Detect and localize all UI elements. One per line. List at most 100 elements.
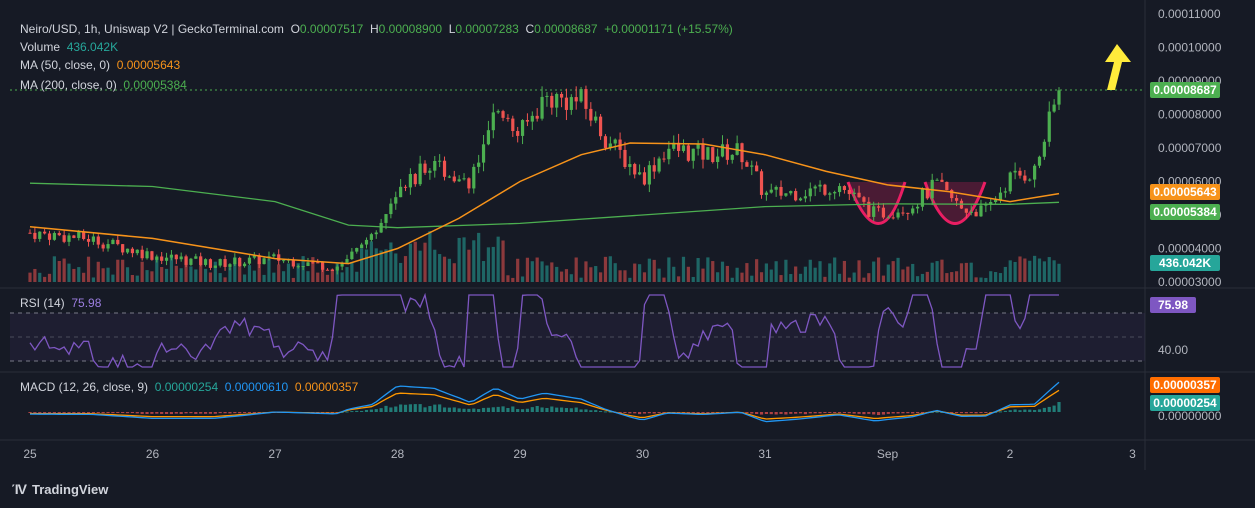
candle-body — [681, 145, 686, 151]
macd-hist-bar — [169, 412, 174, 415]
candle-body — [77, 231, 81, 238]
ma200-legend[interactable]: MA (200, close, 0) 0.00005384 — [20, 78, 187, 92]
candle-body — [686, 145, 690, 161]
macd-hist-bar — [121, 412, 125, 413]
ma50-legend[interactable]: MA (50, close, 0) 0.00005643 — [20, 58, 180, 72]
volume-bars — [28, 231, 1061, 282]
candle-body — [394, 197, 398, 204]
macd-hist-bar — [360, 410, 364, 412]
candle-body — [238, 257, 242, 267]
volume-legend[interactable]: Volume 436.042K — [20, 40, 118, 54]
volume-bar — [633, 263, 637, 282]
candle-body — [725, 144, 729, 160]
macd-hist-bar — [52, 412, 56, 413]
macd-hist-bar — [647, 412, 651, 414]
candle-body — [755, 165, 759, 172]
candle-body — [316, 262, 320, 264]
candle-body — [169, 254, 174, 258]
macd-hist-bar — [798, 412, 803, 414]
macd-signal-badge: 0.00000357 — [1150, 377, 1220, 393]
candle-body — [818, 184, 822, 187]
macd-hist-bar — [598, 410, 603, 412]
volume-bar — [291, 277, 295, 282]
volume-bar — [384, 249, 388, 282]
candle-body — [579, 89, 583, 102]
ma50-badge: 0.00005643 — [1150, 184, 1220, 200]
candle-body — [964, 208, 968, 213]
time-tick-label: 26 — [146, 447, 160, 461]
volume-bar — [720, 261, 725, 282]
volume-bar — [681, 256, 686, 282]
volume-bar — [501, 240, 505, 282]
macd-hist-bar — [389, 407, 393, 412]
macd-hist-bar — [628, 412, 632, 414]
volume-bar — [1037, 258, 1042, 282]
volume-bar — [1018, 256, 1022, 282]
candle-body — [350, 251, 354, 260]
macd-hist-bar — [164, 412, 169, 414]
volume-bar — [62, 258, 66, 282]
candle-body — [833, 192, 837, 194]
volume-bar — [711, 261, 715, 282]
price-tick-label: 0.00011000 — [1158, 7, 1221, 21]
candle-body — [535, 115, 539, 119]
macd-hist-bar — [686, 412, 690, 413]
candle-body — [623, 149, 627, 167]
macd-hist-bar — [1033, 410, 1037, 412]
candle-body — [208, 259, 213, 268]
candle-body — [423, 163, 427, 173]
macd-hist-bar — [930, 411, 934, 413]
close-value: 0.00008687 — [534, 22, 598, 36]
candle-body — [867, 201, 871, 217]
macd-hist-bar — [915, 412, 920, 414]
volume-bar — [569, 274, 573, 282]
macd-hist-bar — [950, 412, 954, 413]
candle-body — [486, 130, 491, 145]
macd-hist-bar — [28, 412, 32, 413]
candle-body — [413, 174, 417, 185]
volume-bar — [628, 277, 632, 282]
candle-body — [1057, 90, 1061, 105]
volume-bar — [686, 266, 690, 282]
macd-hist-bar — [403, 404, 408, 412]
volume-bar — [1052, 260, 1056, 282]
macd-hist-bar — [457, 408, 461, 412]
low-label: L — [448, 22, 456, 36]
macd-hist-bar — [208, 412, 213, 414]
macd-hist-bar — [213, 412, 217, 414]
candle-body — [145, 251, 149, 259]
candle-body — [950, 190, 954, 199]
macd-hist-bar — [920, 412, 925, 413]
candle-body — [794, 191, 798, 201]
volume-bar — [86, 256, 91, 282]
rsi-legend[interactable]: RSI (14) 75.98 — [20, 296, 101, 310]
volume-bar — [82, 272, 86, 282]
volume-bar — [559, 271, 564, 282]
macd-hist-bar — [691, 412, 695, 413]
macd-hist-bar — [1042, 407, 1046, 412]
volume-bar — [130, 274, 135, 282]
macd-legend[interactable]: MACD (12, 26, close, 9) 0.00000254 0.000… — [20, 380, 358, 394]
chart-header: Neiro/USD, 1h, Uniswap V2 | GeckoTermina… — [20, 22, 733, 36]
macd-hist-bar — [847, 412, 851, 414]
volume-bar — [915, 276, 920, 282]
candle-body — [555, 93, 559, 108]
macd-hist-bar — [491, 407, 495, 412]
macd-hist-bar — [511, 406, 515, 412]
macd-hist-bar — [325, 412, 330, 413]
macd-hist-bar — [886, 412, 890, 414]
volume-bar — [174, 265, 178, 282]
volume-bar — [794, 266, 798, 282]
volume-bar — [613, 263, 617, 282]
candle-body — [52, 233, 56, 240]
candle-body — [823, 184, 827, 195]
volume-bar — [984, 277, 988, 282]
tradingview-brand[interactable]: ΊV TradingView — [12, 481, 108, 497]
volume-bar — [998, 273, 1003, 282]
volume-bar — [833, 257, 837, 282]
macd-hist-bar — [101, 412, 105, 414]
macd-hist-bar — [657, 412, 661, 413]
volume-bar — [164, 268, 169, 282]
macd-signal-value: 0.00000357 — [294, 380, 359, 394]
